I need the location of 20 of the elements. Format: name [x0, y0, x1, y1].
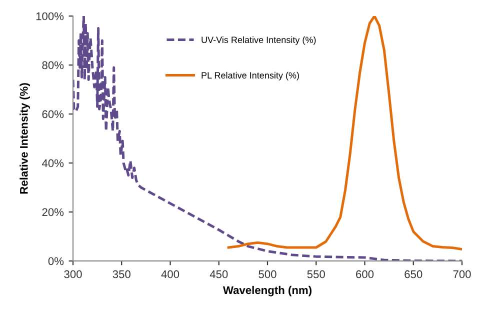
x-tick-label: 650 — [404, 270, 422, 278]
y-tick-label: 80% — [42, 61, 64, 70]
y-tick-label: 40% — [42, 159, 64, 168]
y-tick-label: 20% — [42, 208, 64, 216]
y-axis-title: Relative Intensity (%) — [20, 83, 30, 194]
x-tick-label: 550 — [307, 270, 325, 278]
line-series — [73, 16, 462, 261]
x-tick-label: 400 — [161, 270, 180, 278]
y-tick-label: 0% — [48, 257, 64, 266]
legend-label: UV-Vis Relative Intensity (%) — [202, 36, 316, 45]
x-tick-label: 600 — [356, 270, 374, 278]
x-tick-label: 300 — [64, 270, 82, 278]
x-axis-title: Wavelength (nm) — [222, 286, 312, 296]
x-tick-label: 700 — [453, 270, 471, 278]
x-tick-label: 350 — [112, 270, 130, 278]
y-tick-label: 100% — [36, 12, 64, 20]
x-tick-label: 500 — [258, 270, 276, 278]
y-tick-label: 60% — [42, 110, 64, 118]
x-tick-label: 450 — [210, 270, 228, 278]
legend-label: PL Relative Intensity (%) — [202, 72, 299, 80]
